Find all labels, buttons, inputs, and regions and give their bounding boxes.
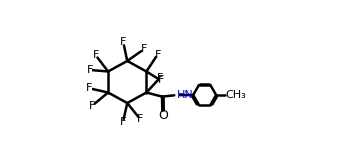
Text: F: F [120,38,127,48]
Text: F: F [86,83,92,93]
Text: F: F [137,114,143,124]
Text: F: F [120,117,126,127]
Text: F: F [158,75,164,85]
Text: HN: HN [177,90,194,100]
Text: F: F [155,50,161,60]
Text: O: O [158,109,168,122]
Text: F: F [141,44,147,54]
Text: F: F [93,50,99,60]
Text: F: F [157,72,164,82]
Text: CH₃: CH₃ [226,90,246,100]
Text: F: F [89,101,96,111]
Text: F: F [86,65,93,75]
